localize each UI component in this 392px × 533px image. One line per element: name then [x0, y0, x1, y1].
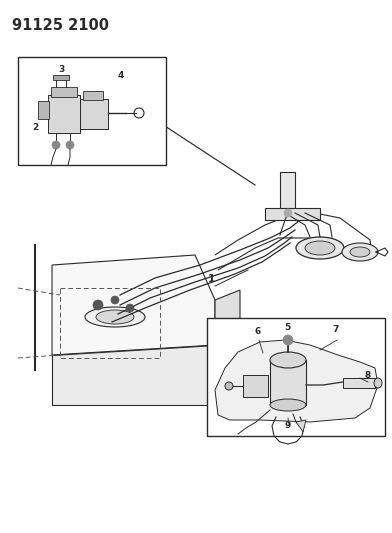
Bar — [18, 57, 166, 165]
Circle shape — [66, 141, 74, 149]
Polygon shape — [52, 345, 215, 405]
Ellipse shape — [296, 237, 344, 259]
Circle shape — [93, 300, 103, 310]
Ellipse shape — [270, 399, 306, 411]
Circle shape — [52, 141, 60, 149]
Bar — [80, 99, 108, 129]
Text: 7: 7 — [332, 325, 338, 334]
Polygon shape — [296, 420, 306, 432]
Bar — [270, 360, 306, 405]
Bar — [243, 375, 268, 397]
Polygon shape — [215, 290, 240, 405]
Text: 3: 3 — [58, 65, 64, 74]
Text: 9: 9 — [285, 421, 291, 430]
Bar — [83, 91, 103, 100]
Polygon shape — [265, 208, 320, 220]
Bar — [207, 318, 385, 436]
Ellipse shape — [305, 241, 335, 255]
Text: 4: 4 — [118, 71, 124, 80]
Circle shape — [283, 335, 293, 345]
Text: 8: 8 — [365, 371, 371, 380]
Bar — [53, 75, 69, 80]
Text: 6: 6 — [255, 327, 261, 336]
Circle shape — [111, 296, 119, 304]
Ellipse shape — [350, 247, 370, 257]
Polygon shape — [215, 340, 378, 422]
Circle shape — [284, 209, 292, 217]
Ellipse shape — [225, 382, 233, 390]
Bar — [343, 378, 375, 388]
Text: 1: 1 — [208, 274, 215, 284]
Circle shape — [126, 304, 134, 312]
Ellipse shape — [85, 307, 145, 327]
Text: 5: 5 — [284, 323, 290, 332]
Ellipse shape — [342, 243, 378, 261]
Ellipse shape — [374, 378, 382, 388]
Bar — [48, 95, 80, 133]
Ellipse shape — [270, 352, 306, 368]
Text: 91125 2100: 91125 2100 — [12, 18, 109, 33]
Bar — [60, 288, 160, 358]
Text: 2: 2 — [32, 123, 38, 132]
Ellipse shape — [96, 310, 134, 324]
Bar — [38, 101, 49, 119]
Polygon shape — [280, 172, 295, 210]
Bar — [51, 87, 77, 97]
Polygon shape — [52, 255, 215, 355]
